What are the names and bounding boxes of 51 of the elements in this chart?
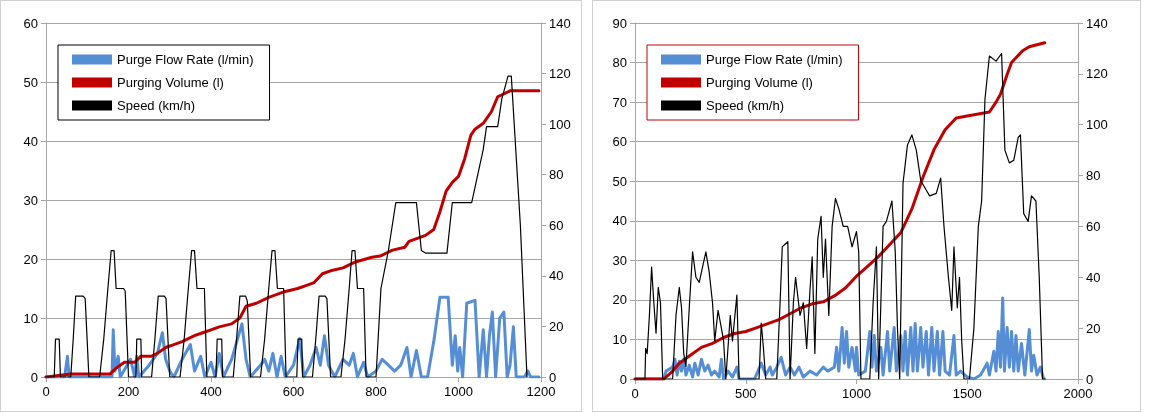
y-tick-label: 90 xyxy=(612,15,627,31)
y-tick-label: 20 xyxy=(23,251,38,267)
y-tick-label: 80 xyxy=(612,55,627,71)
x-tick-label: 800 xyxy=(365,384,387,399)
x-tick-label: 1000 xyxy=(444,384,473,399)
x-tick-label: 500 xyxy=(734,386,757,401)
y-tick-label: 30 xyxy=(612,252,627,268)
y-tick-label: 20 xyxy=(612,292,627,308)
legend-label: Purging Volume (l) xyxy=(706,75,813,90)
y2-tick-label: 40 xyxy=(1086,269,1101,285)
x-tick-label: 200 xyxy=(117,384,140,399)
y2-tick-label: 20 xyxy=(1086,320,1101,336)
y-tick-label: 10 xyxy=(612,331,627,347)
y-tick-label: 0 xyxy=(30,369,38,385)
y2-tick-label: 80 xyxy=(1086,168,1101,184)
y-tick-label: 40 xyxy=(612,213,627,229)
y2-tick-label: 120 xyxy=(1086,66,1108,82)
y-tick-label: 0 xyxy=(619,371,627,387)
y-tick-label: 50 xyxy=(23,74,38,90)
y-tick-label: 60 xyxy=(23,15,38,31)
x-tick-label: 0 xyxy=(631,386,639,401)
y2-tick-label: 100 xyxy=(1086,117,1108,133)
legend-label: Speed (km/h) xyxy=(706,98,785,113)
y2-tick-label: 80 xyxy=(549,167,564,183)
y2-tick-label: 40 xyxy=(549,268,564,284)
x-tick-label: 600 xyxy=(282,384,305,399)
y2-tick-label: 0 xyxy=(1086,371,1094,387)
x-tick-label: 1200 xyxy=(526,384,556,399)
x-tick-label: 2000 xyxy=(1063,386,1093,401)
x-tick-label: 400 xyxy=(200,384,222,399)
y-tick-label: 40 xyxy=(23,133,38,149)
y2-tick-label: 140 xyxy=(549,15,571,31)
y-tick-label: 50 xyxy=(612,173,627,189)
legend-label: Purging Volume (l) xyxy=(117,75,224,90)
y-tick-label: 60 xyxy=(612,134,627,150)
y2-tick-label: 120 xyxy=(549,66,571,82)
y2-tick-label: 0 xyxy=(549,369,557,385)
x-tick-label: 0 xyxy=(42,384,50,399)
y2-tick-label: 100 xyxy=(549,116,571,132)
x-tick-label: 1000 xyxy=(842,386,871,401)
y-tick-label: 10 xyxy=(23,310,38,326)
y2-tick-label: 60 xyxy=(549,217,564,233)
legend-label: Purge Flow Rate (l/min) xyxy=(117,52,254,67)
legend-label: Speed (km/h) xyxy=(117,98,196,113)
y2-tick-label: 60 xyxy=(1086,218,1101,234)
y2-tick-label: 140 xyxy=(1086,15,1108,31)
legend-label: Purge Flow Rate (l/min) xyxy=(706,52,843,67)
x-tick-label: 1500 xyxy=(952,386,982,401)
y-tick-label: 70 xyxy=(612,94,627,110)
y2-tick-label: 20 xyxy=(549,318,564,334)
y-tick-label: 30 xyxy=(23,192,38,208)
